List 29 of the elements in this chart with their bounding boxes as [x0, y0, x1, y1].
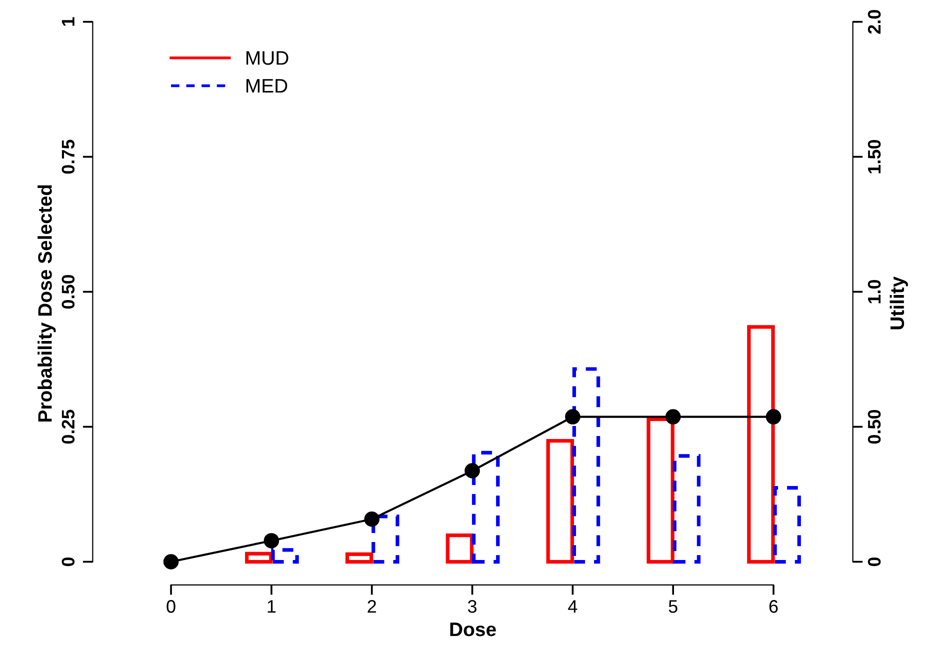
point — [364, 511, 380, 527]
x-tick-label: 3 — [468, 600, 476, 613]
y-tick-label: 0 — [62, 557, 75, 566]
x-tick-label: 5 — [668, 600, 678, 613]
y-tick-label: 0.75 — [62, 140, 75, 174]
x-tick-label: 0 — [166, 600, 176, 613]
legend-label: MED — [246, 79, 288, 93]
y2-tick-label: 1.0 — [868, 280, 881, 304]
y-tick-label: 0.50 — [62, 274, 75, 309]
x-tick-label: 6 — [769, 600, 778, 613]
y2-tick-label: 0 — [868, 557, 881, 566]
y2-tick-label: 2.0 — [868, 10, 881, 34]
point — [766, 409, 782, 424]
x-tick-label: 1 — [268, 600, 276, 613]
x-tick-label: 4 — [568, 600, 578, 613]
y-tick-label: 0.25 — [62, 410, 75, 444]
point — [464, 463, 480, 478]
y-axis-title: Probability Dose Selected — [38, 185, 56, 422]
x-axis-title: Dose — [450, 622, 496, 636]
point — [264, 533, 280, 548]
y2-tick-label: 0.50 — [868, 410, 881, 444]
y2-axis-title: Utility — [890, 276, 908, 330]
point — [163, 554, 179, 570]
point — [565, 409, 580, 424]
x-tick-label: 2 — [368, 600, 376, 613]
point — [665, 409, 681, 424]
y2-tick-label: 1.50 — [868, 140, 881, 174]
legend-label: MUD — [246, 51, 288, 65]
y-tick-label: 1 — [62, 17, 74, 26]
